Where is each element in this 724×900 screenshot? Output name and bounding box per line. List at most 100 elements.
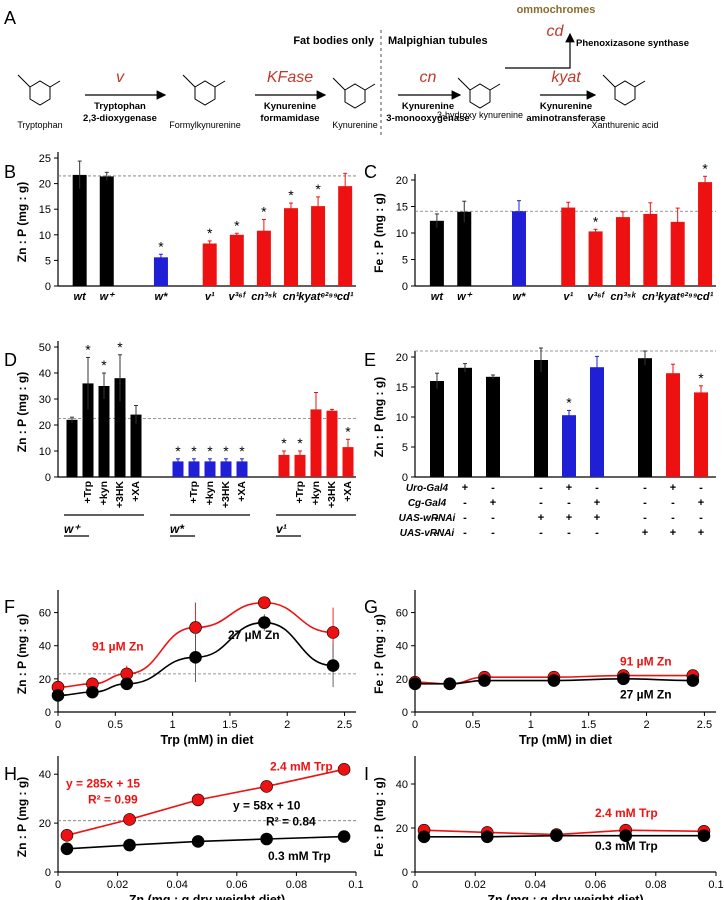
y-tick-label: 15 (396, 382, 408, 394)
bar-5 (615, 217, 630, 286)
y-tick-label: 0 (402, 281, 408, 293)
panel-h: 0 20 40 Zn : P (mg : g)H 0 0.02 0.04 0.06 0.08 0.… (4, 756, 364, 900)
treatment-label: +kyn (310, 481, 322, 505)
x-tick-label: 0.5 (465, 719, 480, 731)
compound-bond (182, 74, 226, 88)
genotype-mark: + (698, 497, 704, 509)
category-label: wt (431, 291, 445, 303)
bar-0 (430, 381, 444, 477)
series-label: 27 µM Zn (620, 688, 672, 702)
y-axis-label: Fe : P (mg : g) (372, 614, 386, 694)
y-tick-label: 60 (396, 608, 408, 620)
y-tick-label: 10 (39, 230, 51, 242)
panel-label-d: D (4, 350, 17, 370)
y-axis-label: Zn : P (mg : g) (15, 614, 29, 694)
data-point (258, 616, 271, 629)
genotype-row-label: Uro-Gal4 (406, 483, 449, 494)
significance-star: * (85, 341, 91, 357)
significance-star: * (345, 423, 351, 439)
compound-ring (469, 83, 491, 109)
y-tick-label: 20 (39, 179, 51, 191)
significance-star: * (207, 443, 213, 459)
genotype-mark: - (567, 497, 571, 509)
category-label: cn¹ (642, 291, 659, 303)
bar-3 (561, 207, 576, 286)
compound-ring (194, 80, 216, 106)
x-tick-label: 2.5 (697, 719, 712, 731)
bar-6 (188, 461, 200, 477)
y-tick-label: 0 (402, 472, 408, 484)
enzyme-line2: 2,3-dioxygenase (83, 113, 157, 124)
significance-star: * (297, 435, 303, 451)
y-tick-label: 20 (396, 674, 408, 686)
data-point (258, 596, 271, 609)
series-line (66, 835, 345, 850)
y-axis-label: Zn : P (mg : g) (15, 182, 29, 262)
panel-label-f: F (4, 597, 15, 617)
series-line (424, 829, 704, 836)
category-label: w⁺ (457, 291, 473, 303)
panel-e: 0 5 10 15 20 Zn : P (mg : g) E * * Uro-Gal4 + - - + - -… (364, 347, 716, 539)
category-label: cn³⁵ᵏ (251, 291, 277, 303)
x-tick-label: 0.02 (464, 879, 485, 891)
data-point (547, 674, 561, 687)
bar-5 (172, 461, 184, 477)
bar-7 (666, 373, 680, 477)
enzyme-line1: Kynurenine (264, 101, 316, 112)
genotype-mark: - (699, 512, 703, 524)
fit-r2: R² = 0.99 (88, 793, 138, 807)
significance-star: * (261, 203, 267, 219)
significance-star: * (698, 370, 704, 386)
compound-name-4: Xanthurenic acid (591, 120, 658, 130)
data-point (191, 793, 205, 807)
data-point (260, 832, 273, 846)
x-axis-label: Zn (mg : g dry weight diet) (487, 893, 643, 900)
x-tick-label: 0.04 (525, 879, 546, 891)
y-tick-label: 0 (402, 707, 408, 719)
y-tick-label: 0 (45, 867, 51, 879)
significance-star: * (223, 443, 229, 459)
genotype-mark: + (594, 497, 600, 509)
group-label: w⁺ (64, 522, 81, 536)
genotype-mark: - (539, 497, 543, 509)
genotype-mark: - (463, 497, 467, 509)
x-tick-label: 2.5 (337, 719, 352, 731)
treatment-label: +XA (342, 481, 354, 502)
significance-star: * (191, 443, 197, 459)
y-tick-label: 20 (396, 823, 408, 835)
genotype-row-label: Cg-Gal4 (408, 498, 447, 509)
bar-2 (98, 386, 110, 477)
bar-4 (130, 414, 142, 477)
bar-2 (511, 211, 526, 286)
phenox-label: Phenoxizasone synthase (576, 38, 689, 49)
y-tick-label: 5 (45, 255, 51, 267)
data-point (619, 829, 633, 843)
y-tick-label: 30 (39, 394, 51, 406)
data-point (326, 659, 340, 672)
genotype-mark: - (435, 512, 439, 524)
treatment-label: +Trp (82, 481, 94, 503)
series-label: 91 µM Zn (92, 640, 144, 654)
data-point (51, 689, 65, 702)
category-label: v¹ (563, 291, 573, 303)
series-line (424, 834, 704, 838)
x-tick-label: 0.5 (108, 719, 123, 731)
x-tick-label: 1.5 (581, 719, 596, 731)
treatment-label: +3HK (220, 481, 232, 509)
gene-kyat: kyat (551, 69, 581, 86)
x-tick-label: 0 (55, 879, 61, 891)
fit-r2: R² = 0.84 (266, 815, 316, 829)
data-point (550, 829, 563, 843)
y-tick-label: 10 (396, 228, 408, 240)
data-point (337, 830, 351, 843)
bar-1 (457, 211, 472, 286)
bar-12 (310, 409, 322, 477)
compound-bond (602, 74, 646, 88)
genotype-mark: + (594, 512, 600, 524)
panel-label-b: B (4, 162, 16, 182)
panel-d: 0 10 20 30 40 50 Zn : P (mg : g) D * * * * * * * * * * * +T… (4, 339, 356, 537)
gene-v: v (116, 69, 125, 86)
y-tick-label: 15 (39, 204, 51, 216)
